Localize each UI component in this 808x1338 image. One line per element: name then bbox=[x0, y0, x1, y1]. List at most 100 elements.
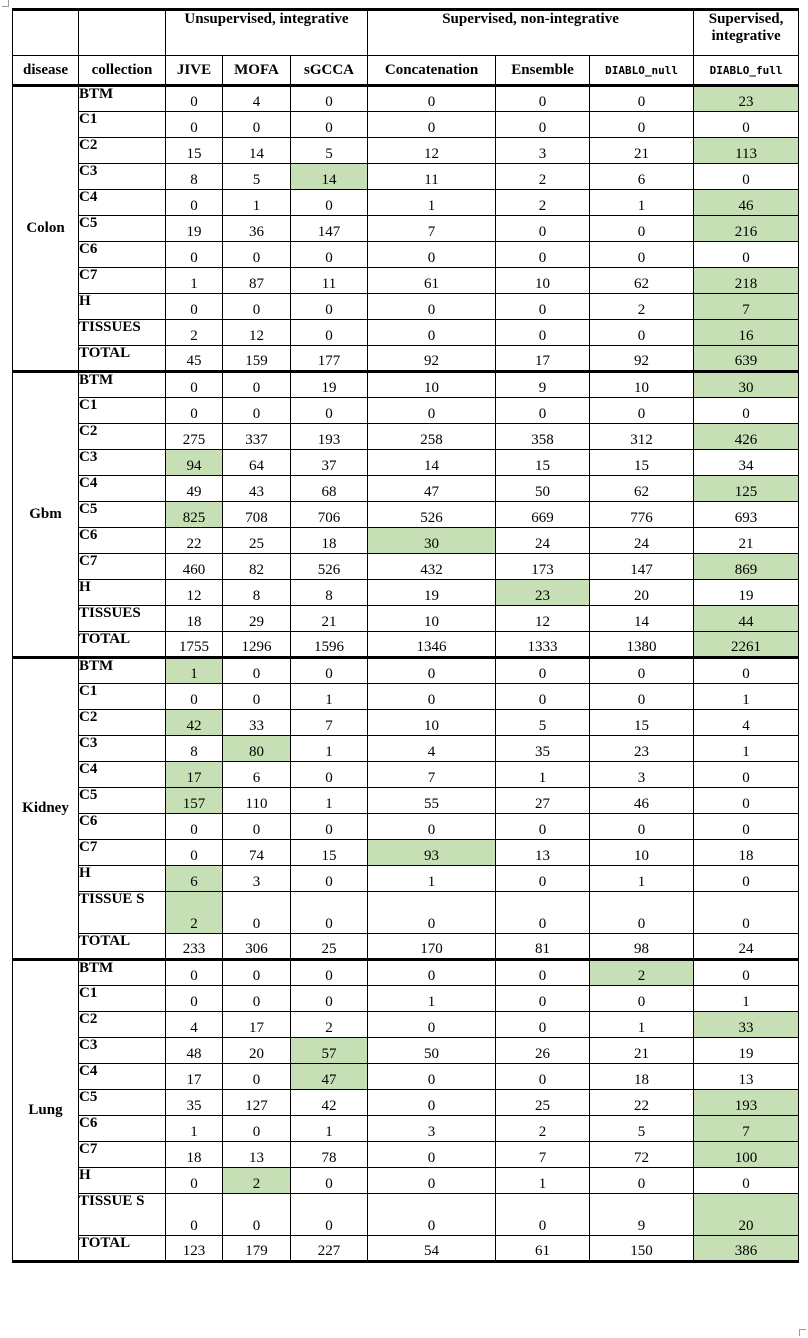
value-cell-jive: 18 bbox=[165, 605, 223, 632]
group-header-row: Unsupervised, integrative Supervised, no… bbox=[12, 9, 800, 56]
table-row: Kidney BTM 1 0 0 0 0 0 0 bbox=[12, 656, 800, 960]
value-cell-mofa: 0 bbox=[222, 397, 291, 424]
page-corner-mark-bottom-right bbox=[799, 1329, 806, 1336]
table-row: TISSUES 2 12 0 0 0 0 16 bbox=[13, 319, 800, 346]
value-cell-mofa: 0 bbox=[222, 293, 291, 320]
value-cell-ensemble: 0 bbox=[495, 319, 591, 346]
collection-cell: C3 bbox=[78, 735, 166, 762]
value-cell-ensemble: 10 bbox=[495, 267, 591, 294]
value-cell-jive: 12 bbox=[165, 579, 223, 606]
value-cell-diablo-full: 7 bbox=[693, 293, 800, 320]
value-cell-diablo-full: 0 bbox=[693, 656, 800, 684]
value-cell-ensemble: 0 bbox=[495, 656, 591, 684]
value-cell-diablo-full: 33 bbox=[693, 1011, 800, 1038]
column-header-jive: JIVE bbox=[165, 55, 223, 86]
value-cell-sgcca: 0 bbox=[289, 397, 369, 424]
value-cell-mofa: 337 bbox=[222, 423, 291, 450]
column-header-ensemble: Ensemble bbox=[495, 55, 591, 86]
value-cell-concatenation: 0 bbox=[367, 1011, 497, 1038]
value-cell-jive: 0 bbox=[165, 839, 223, 866]
value-cell-diablo-null: 1 bbox=[589, 189, 695, 216]
value-cell-diablo-null: 23 bbox=[589, 735, 695, 762]
value-cell-ensemble: 61 bbox=[495, 1235, 591, 1262]
value-cell-ensemble: 1 bbox=[495, 1167, 591, 1194]
value-cell-concatenation: 92 bbox=[367, 345, 497, 372]
value-cell-sgcca: 2 bbox=[289, 1011, 369, 1038]
collection-cell: TOTAL bbox=[78, 631, 166, 658]
value-cell-ensemble: 0 bbox=[495, 985, 591, 1012]
table-row: C6 0 0 0 0 0 0 0 bbox=[13, 241, 800, 268]
collection-cell: C2 bbox=[78, 423, 166, 450]
collection-cell: BTM bbox=[78, 370, 166, 398]
value-cell-mofa: 0 bbox=[222, 111, 291, 138]
value-cell-mofa: 1 bbox=[222, 189, 291, 216]
value-cell-mofa: 8 bbox=[222, 579, 291, 606]
value-cell-ensemble: 26 bbox=[495, 1037, 591, 1064]
value-cell-diablo-full: 0 bbox=[693, 397, 800, 424]
value-cell-diablo-full: 125 bbox=[693, 475, 800, 502]
collection-cell: C1 bbox=[78, 683, 166, 710]
value-cell-diablo-null: 18 bbox=[589, 1063, 695, 1090]
table-row: Colon BTM 0 4 0 0 0 0 23 bbox=[12, 84, 800, 372]
value-cell-jive: 0 bbox=[165, 189, 223, 216]
value-cell-sgcca: 0 bbox=[289, 958, 369, 986]
value-cell-diablo-full: 113 bbox=[693, 137, 800, 164]
value-cell-jive: 0 bbox=[165, 111, 223, 138]
value-cell-ensemble: 669 bbox=[495, 501, 591, 528]
value-cell-mofa: 82 bbox=[222, 553, 291, 580]
value-cell-mofa: 0 bbox=[222, 1193, 291, 1236]
value-cell-jive: 460 bbox=[165, 553, 223, 580]
value-cell-diablo-full: 216 bbox=[693, 215, 800, 242]
value-cell-jive: 15 bbox=[165, 137, 223, 164]
table-row: C4 0 1 0 1 2 1 46 bbox=[13, 189, 800, 216]
value-cell-sgcca: 0 bbox=[289, 241, 369, 268]
collection-cell: TISSUES bbox=[78, 319, 166, 346]
value-cell-concatenation: 10 bbox=[367, 605, 497, 632]
table-row: C6 1 0 1 3 2 5 7 bbox=[13, 1115, 800, 1142]
value-cell-concatenation: 30 bbox=[367, 527, 497, 554]
value-cell-concatenation: 0 bbox=[367, 1063, 497, 1090]
value-cell-sgcca: 1 bbox=[289, 735, 369, 762]
value-cell-sgcca: 37 bbox=[289, 449, 369, 476]
value-cell-diablo-null: 0 bbox=[589, 813, 695, 840]
table-row: TISSUES 18 29 21 10 12 14 44 bbox=[13, 605, 800, 632]
value-cell-diablo-null: 24 bbox=[589, 527, 695, 554]
value-cell-diablo-null: 3 bbox=[589, 761, 695, 788]
value-cell-jive: 0 bbox=[165, 1167, 223, 1194]
collection-cell: C6 bbox=[78, 241, 166, 268]
value-cell-mofa: 2 bbox=[222, 1167, 291, 1194]
collection-cell: C4 bbox=[78, 1063, 166, 1090]
value-cell-mofa: 13 bbox=[222, 1141, 291, 1168]
value-cell-mofa: 0 bbox=[222, 985, 291, 1012]
value-cell-ensemble: 0 bbox=[495, 1011, 591, 1038]
value-cell-diablo-full: 16 bbox=[693, 319, 800, 346]
value-cell-diablo-null: 10 bbox=[589, 370, 695, 398]
value-cell-diablo-null: 150 bbox=[589, 1235, 695, 1262]
collection-cell: C3 bbox=[78, 163, 166, 190]
column-header-concatenation: Concatenation bbox=[367, 55, 497, 86]
value-cell-sgcca: 177 bbox=[289, 345, 369, 372]
column-header-mofa: MOFA bbox=[222, 55, 291, 86]
value-cell-diablo-full: 2261 bbox=[693, 631, 800, 658]
value-cell-ensemble: 0 bbox=[495, 1063, 591, 1090]
table-row: C2 4 17 2 0 0 1 33 bbox=[13, 1011, 800, 1038]
value-cell-diablo-null: 1380 bbox=[589, 631, 695, 658]
value-cell-jive: 6 bbox=[165, 865, 223, 892]
value-cell-mofa: 0 bbox=[222, 891, 291, 934]
value-cell-jive: 0 bbox=[165, 1193, 223, 1236]
value-cell-sgcca: 5 bbox=[289, 137, 369, 164]
value-cell-concatenation: 0 bbox=[367, 319, 497, 346]
value-cell-diablo-null: 15 bbox=[589, 709, 695, 736]
value-cell-sgcca: 0 bbox=[289, 985, 369, 1012]
value-cell-mofa: 0 bbox=[222, 370, 291, 398]
value-cell-diablo-null: 15 bbox=[589, 449, 695, 476]
value-cell-mofa: 0 bbox=[222, 656, 291, 684]
value-cell-diablo-null: 2 bbox=[589, 958, 695, 986]
value-cell-mofa: 0 bbox=[222, 241, 291, 268]
table-row: C6 22 25 18 30 24 24 21 bbox=[13, 527, 800, 554]
value-cell-concatenation: 12 bbox=[367, 137, 497, 164]
value-cell-ensemble: 0 bbox=[495, 1193, 591, 1236]
value-cell-ensemble: 0 bbox=[495, 865, 591, 892]
value-cell-diablo-null: 10 bbox=[589, 839, 695, 866]
value-cell-sgcca: 526 bbox=[289, 553, 369, 580]
